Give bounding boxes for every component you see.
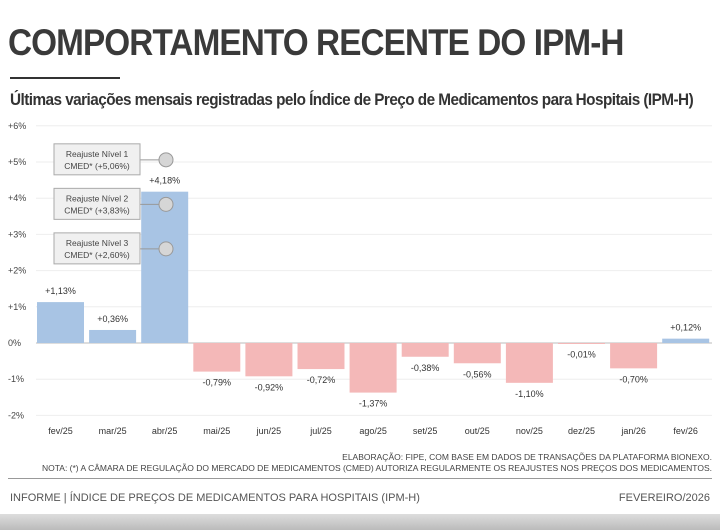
footer-divider [8,478,712,479]
data-label: +0,12% [670,323,701,333]
x-tick-label: nov/25 [516,426,543,436]
x-tick-label: fev/25 [48,426,73,436]
annotation-value: CMED* (+2,60%) [64,250,130,260]
y-tick-label: +5% [8,157,26,167]
footer-date: FEVEREIRO/2026 [618,492,710,504]
x-tick-label: jul/25 [309,426,332,436]
annotation-box [53,232,141,265]
bar [349,343,397,393]
bar [193,343,241,372]
y-tick-label: 0% [8,338,21,348]
annotation-label: Reajuste Nível 3 [66,238,129,248]
y-tick-label: -1% [8,374,24,384]
y-tick-label: +2% [8,266,26,276]
footer-publication: INFORME | ÍNDICE DE PREÇOS DE MEDICAMENT… [10,492,420,504]
page-shadow [0,514,720,530]
bar [401,343,449,357]
x-tick-label: mar/25 [99,426,127,436]
title-rule [10,77,120,79]
y-tick-label: +1% [8,302,26,312]
annotation-label: Reajuste Nível 2 [66,193,129,203]
x-tick-label: out/25 [465,426,490,436]
x-tick-label: mai/25 [203,426,230,436]
x-tick-label: ago/25 [359,426,387,436]
bar [141,191,189,343]
data-label: +4,18% [149,176,180,186]
source-note: ELABORAÇÃO: FIPE, COM BASE EM DADOS DE T… [342,452,712,462]
bar [245,343,293,377]
y-tick-label: +4% [8,193,26,203]
chart-subtitle: Últimas variações mensais registradas pe… [10,90,694,109]
x-tick-label: jun/25 [256,426,282,436]
annotation-box [53,143,141,176]
chart-notes: ELABORAÇÃO: FIPE, COM BASE EM DADOS DE T… [42,452,712,474]
data-label: -0,92% [255,382,284,392]
bar [89,329,137,343]
annotation-box [53,187,141,220]
data-label: -0,79% [203,378,232,388]
page-title: COMPORTAMENTO RECENTE DO IPM-H [8,22,624,63]
bar [505,343,553,383]
bar [610,343,658,369]
bar [453,343,501,364]
data-label: -1,10% [515,389,544,399]
annotation-label: Reajuste Nível 1 [66,149,129,159]
bar [662,338,710,343]
cmed-marker [158,152,174,168]
data-label: -0,70% [619,374,648,384]
x-tick-label: dez/25 [568,426,595,436]
x-tick-label: jan/26 [620,426,646,436]
data-label: -1,37% [359,399,388,409]
data-label: -0,01% [567,349,596,359]
bar [37,302,84,343]
bar [297,343,345,370]
y-tick-label: +6% [8,121,26,131]
cmed-marker [158,196,174,212]
y-tick-label: -2% [8,410,24,420]
data-label: -0,38% [411,363,440,373]
data-label: +1,13% [45,286,76,296]
cmed-note: NOTA: (*) A CÂMARA DE REGULAÇÃO DO MERCA… [41,463,712,473]
data-label: +0,36% [97,314,128,324]
cmed-marker [158,241,174,257]
y-tick-label: +3% [8,229,26,239]
x-tick-label: fev/26 [673,426,698,436]
data-label: -0,56% [463,369,492,379]
data-label: -0,72% [307,375,336,385]
annotation-value: CMED* (+3,83%) [64,205,130,215]
x-tick-label: abr/25 [152,426,178,436]
bar [558,343,605,344]
annotation-value: CMED* (+5,06%) [64,161,130,171]
bar-chart: +6% +5% +4% +3% +2% +1% 0% -1% -2% +1,13% fev/25 +0… [8,121,712,436]
x-tick-label: set/25 [413,426,438,436]
